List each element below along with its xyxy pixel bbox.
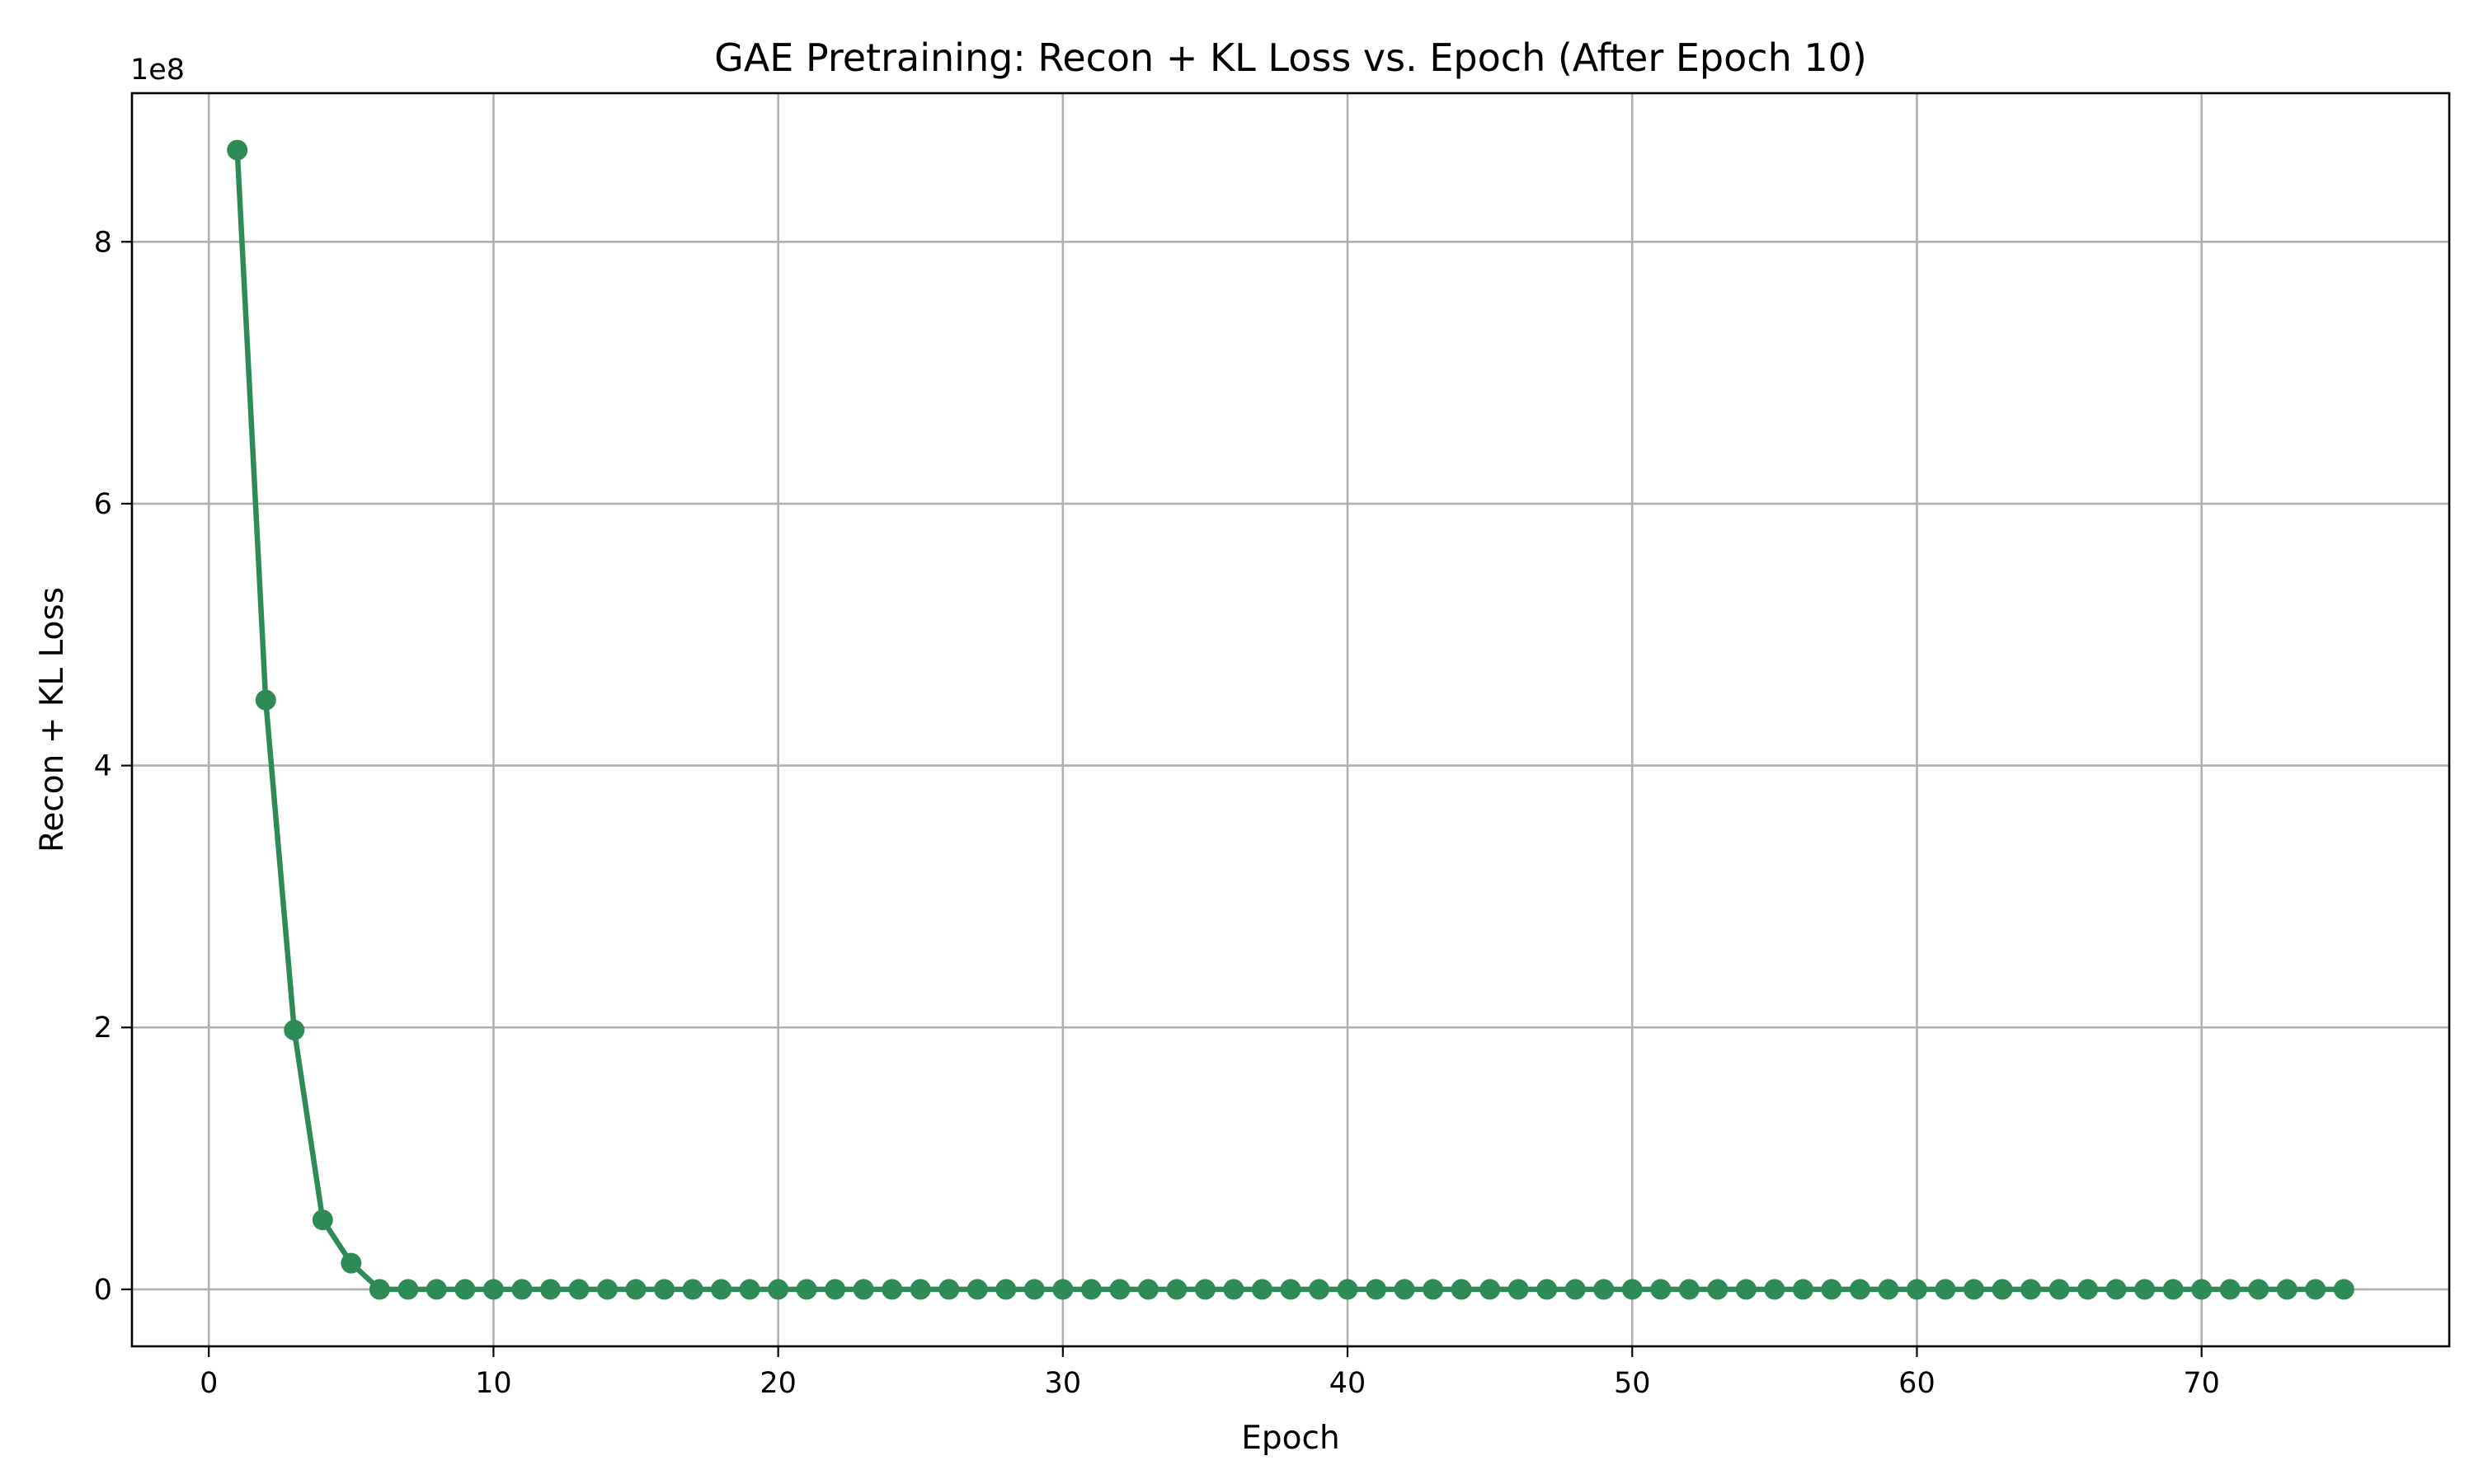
y-tick-label: 2 <box>94 1012 112 1045</box>
data-point <box>539 1279 561 1300</box>
data-point <box>739 1279 760 1300</box>
data-point <box>255 689 276 711</box>
data-point <box>711 1279 732 1300</box>
data-point <box>967 1279 988 1300</box>
data-point <box>397 1279 419 1300</box>
y-tick-label: 8 <box>94 226 112 259</box>
x-tick-label: 10 <box>475 1367 512 1400</box>
x-axis-label: Epoch <box>1241 1420 1339 1457</box>
data-point <box>312 1209 333 1231</box>
data-point <box>426 1279 447 1300</box>
plot-frame <box>130 92 2451 1348</box>
data-point <box>1621 1279 1643 1300</box>
y-axis-label: Recon + KL Loss <box>34 587 71 852</box>
data-point <box>341 1252 362 1274</box>
data-point <box>1536 1279 1558 1300</box>
chart-title: GAE Pretraining: Recon + KL Loss vs. Epo… <box>714 35 1867 80</box>
y-tick-label: 4 <box>94 750 112 783</box>
data-point <box>1992 1279 2013 1300</box>
data-point <box>482 1279 504 1300</box>
data-point <box>1707 1279 1729 1300</box>
data-point <box>284 1019 305 1040</box>
data-point <box>1052 1279 1074 1300</box>
data-point <box>1451 1279 1472 1300</box>
data-point <box>1337 1279 1358 1300</box>
data-point <box>1109 1279 1131 1300</box>
x-tick-label: 30 <box>1045 1367 1082 1400</box>
y-tick-label: 0 <box>94 1274 112 1307</box>
data-point <box>454 1279 476 1300</box>
data-point <box>654 1279 675 1300</box>
data-point <box>1309 1279 1330 1300</box>
data-point <box>2248 1279 2269 1300</box>
y-multiplier-label: 1e8 <box>130 54 185 87</box>
data-point <box>2276 1279 2298 1300</box>
x-tick-label: 20 <box>760 1367 797 1400</box>
data-point <box>1023 1279 1045 1300</box>
data-point <box>1678 1279 1700 1300</box>
data-point <box>882 1279 903 1300</box>
data-point <box>2020 1279 2042 1300</box>
data-point <box>1280 1279 1301 1300</box>
data-point <box>596 1279 618 1300</box>
x-tick-label: 0 <box>200 1367 218 1400</box>
data-point <box>1650 1279 1672 1300</box>
data-point <box>1194 1279 1216 1300</box>
data-point <box>2105 1279 2127 1300</box>
data-point <box>1964 1279 1985 1300</box>
data-point <box>1251 1279 1272 1300</box>
data-point <box>2048 1279 2070 1300</box>
data-point <box>1507 1279 1529 1300</box>
ticks: 0 10 20 30 40 50 60 70 0 2 4 6 8 <box>94 226 2220 1400</box>
data-point <box>1479 1279 1501 1300</box>
data-point <box>1849 1279 1870 1300</box>
y-tick-label: 6 <box>94 488 112 521</box>
data-point <box>768 1279 789 1300</box>
data-point <box>2219 1279 2241 1300</box>
data-point <box>853 1279 874 1300</box>
series <box>227 139 2354 1300</box>
data-point <box>796 1279 817 1300</box>
data-point <box>1821 1279 1842 1300</box>
data-point <box>568 1279 590 1300</box>
data-point <box>369 1279 390 1300</box>
data-point <box>2305 1279 2326 1300</box>
data-point <box>1137 1279 1159 1300</box>
data-point <box>1366 1279 1387 1300</box>
data-point <box>1906 1279 1927 1300</box>
data-point <box>625 1279 647 1300</box>
data-point <box>2077 1279 2099 1300</box>
x-tick-label: 40 <box>1329 1367 1366 1400</box>
data-point <box>2162 1279 2184 1300</box>
data-point <box>227 139 248 161</box>
data-point <box>1080 1279 1102 1300</box>
data-point <box>938 1279 960 1300</box>
data-point <box>511 1279 533 1300</box>
data-point <box>682 1279 703 1300</box>
data-point <box>1935 1279 1956 1300</box>
data-point <box>1792 1279 1813 1300</box>
data-point <box>1564 1279 1586 1300</box>
data-point <box>1593 1279 1615 1300</box>
data-point <box>1166 1279 1188 1300</box>
data-point <box>995 1279 1017 1300</box>
data-point <box>1764 1279 1785 1300</box>
data-point <box>1735 1279 1757 1300</box>
data-point <box>825 1279 846 1300</box>
data-point <box>910 1279 931 1300</box>
data-point <box>2134 1279 2156 1300</box>
data-point <box>1423 1279 1444 1300</box>
x-tick-label: 50 <box>1614 1367 1651 1400</box>
x-tick-label: 70 <box>2183 1367 2220 1400</box>
data-point <box>2333 1279 2354 1300</box>
data-point <box>2191 1279 2213 1300</box>
x-tick-label: 60 <box>1898 1367 1935 1400</box>
data-point <box>1394 1279 1415 1300</box>
data-point <box>1223 1279 1244 1300</box>
data-point <box>1878 1279 1899 1300</box>
